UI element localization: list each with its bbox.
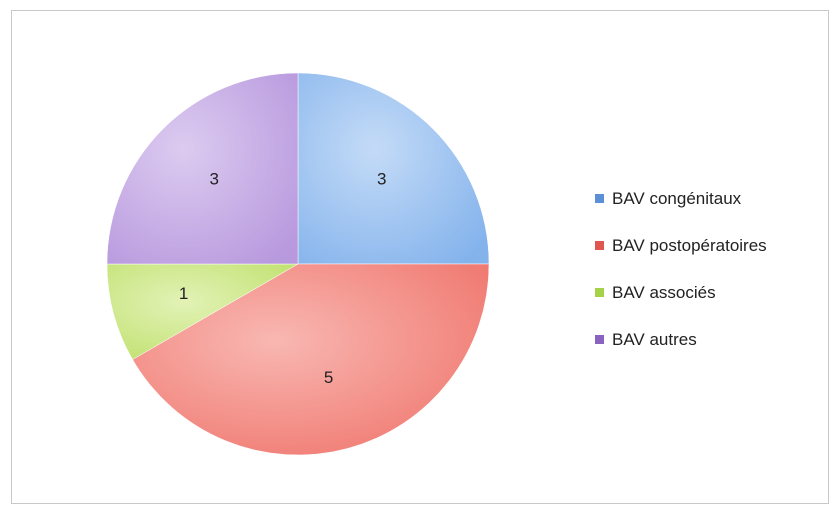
slice-congenitaux — [297, 72, 490, 265]
legend-label-autres: BAV autres — [612, 329, 697, 349]
legend-label-congenitaux: BAV congénitaux — [612, 188, 742, 208]
data-label-associes: 1 — [179, 284, 188, 303]
slice-postoperatoires — [132, 263, 490, 456]
legend-swatch-congenitaux — [595, 194, 604, 203]
legend-swatch-postoperatoires — [595, 241, 604, 250]
slice-associes — [106, 263, 299, 360]
legend-swatch-autres — [595, 335, 604, 344]
legend-item-associes: BAV associés — [595, 269, 767, 316]
legend-item-postoperatoires: BAV postopératoires — [595, 222, 767, 269]
data-label-postoperatoires: 5 — [324, 368, 333, 387]
legend-label-postoperatoires: BAV postopératoires — [612, 235, 767, 255]
legend: BAV congénitaux BAV postopératoires BAV … — [595, 175, 767, 363]
slice-autres — [106, 72, 299, 265]
data-label-congenitaux: 3 — [377, 170, 386, 189]
legend-label-associes: BAV associés — [612, 282, 716, 302]
data-label-autres: 3 — [210, 170, 219, 189]
legend-item-congenitaux: BAV congénitaux — [595, 175, 767, 222]
legend-swatch-associes — [595, 288, 604, 297]
legend-item-autres: BAV autres — [595, 316, 767, 363]
